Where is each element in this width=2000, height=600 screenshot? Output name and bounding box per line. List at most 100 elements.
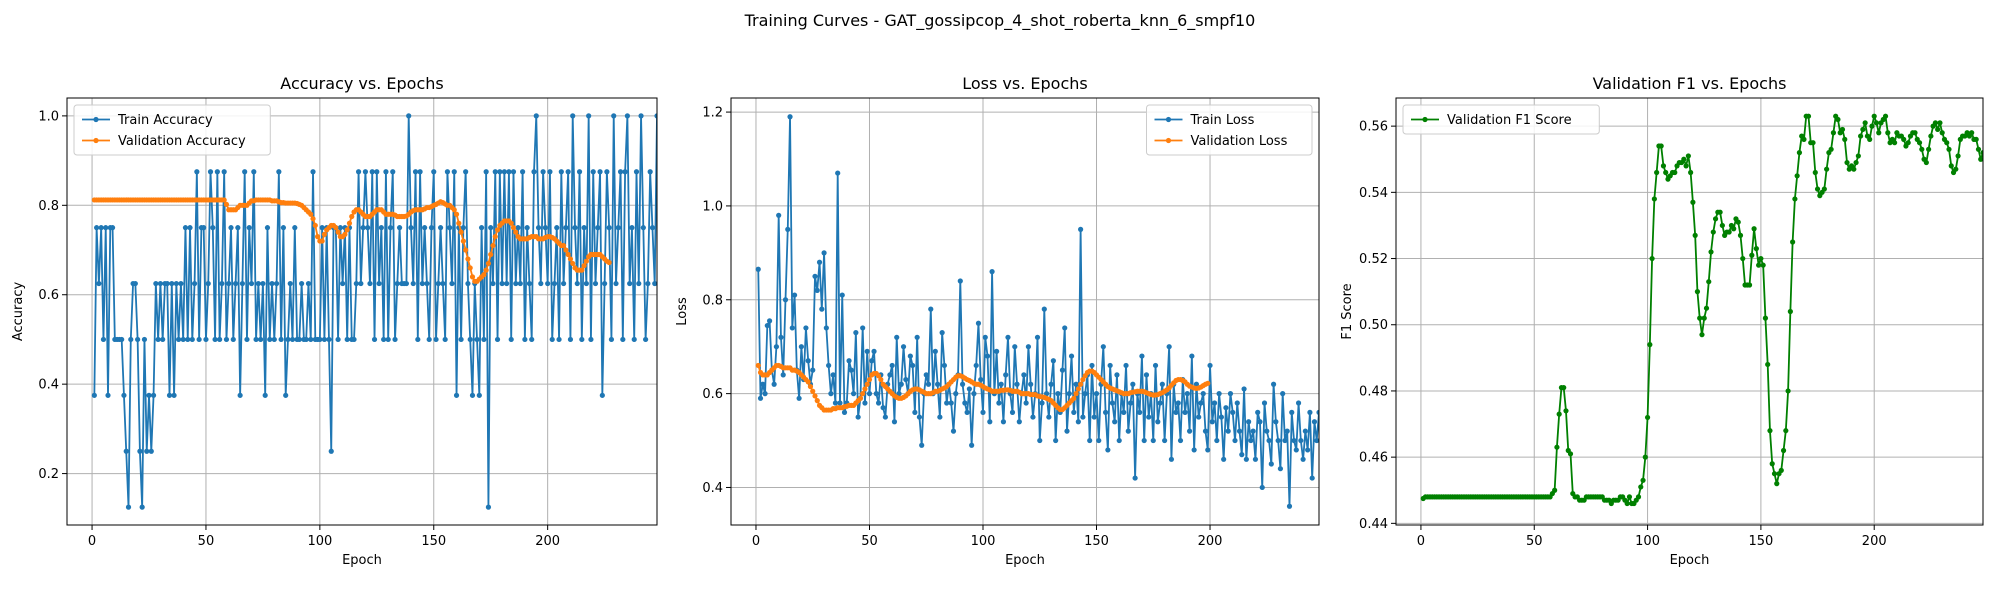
train-loss-point bbox=[1130, 381, 1136, 387]
validation-loss-point bbox=[755, 362, 761, 369]
validation-f1-score-point bbox=[1746, 282, 1753, 288]
train-loss-point bbox=[1282, 437, 1288, 444]
validation-f1-score-point bbox=[1638, 484, 1644, 490]
loss-ytick-label: 0.6 bbox=[702, 387, 723, 402]
train-loss-point bbox=[1121, 409, 1127, 415]
f1-legend-box bbox=[1402, 104, 1600, 135]
train-accuracy-point bbox=[510, 169, 517, 175]
train-accuracy-point bbox=[214, 169, 220, 175]
accuracy-xtick-label: 150 bbox=[421, 534, 446, 549]
train-accuracy-point bbox=[570, 113, 576, 119]
train-loss-point bbox=[1162, 437, 1168, 444]
train-accuracy-point bbox=[606, 225, 612, 231]
legend-swatch-marker bbox=[1165, 116, 1172, 123]
train-loss-point bbox=[1202, 428, 1209, 434]
validation-f1-score-point bbox=[1926, 146, 1932, 152]
train-accuracy-point bbox=[608, 336, 615, 343]
train-accuracy-point bbox=[269, 280, 275, 287]
validation-f1-score-point bbox=[1835, 116, 1841, 123]
train-loss-point bbox=[969, 442, 975, 448]
train-loss-point bbox=[816, 259, 823, 265]
validation-loss-point bbox=[1075, 386, 1081, 392]
validation-f1-score-point bbox=[1830, 130, 1837, 136]
train-accuracy-point bbox=[194, 169, 200, 175]
validation-loss-point bbox=[857, 395, 864, 401]
train-loss-point bbox=[923, 372, 929, 378]
train-accuracy-point bbox=[310, 169, 316, 175]
train-loss-point bbox=[1125, 428, 1131, 434]
validation-f1-score-point bbox=[1690, 199, 1696, 205]
train-loss-point bbox=[1230, 409, 1236, 415]
train-loss-point bbox=[819, 306, 825, 312]
validation-f1-score-point bbox=[1756, 262, 1762, 268]
train-accuracy-point bbox=[235, 225, 241, 231]
train-loss-point bbox=[1257, 419, 1263, 425]
train-accuracy-point bbox=[563, 225, 569, 231]
train-accuracy-point bbox=[451, 169, 457, 175]
train-loss-point bbox=[1255, 409, 1261, 415]
validation-f1-score-point bbox=[1787, 308, 1793, 315]
train-loss-point bbox=[1003, 372, 1009, 378]
validation-f1-score-point bbox=[1828, 146, 1834, 152]
f1-ytick-label: 0.48 bbox=[1359, 384, 1388, 399]
train-accuracy-point bbox=[638, 113, 644, 119]
validation-accuracy-point bbox=[492, 234, 498, 240]
train-loss-point bbox=[796, 395, 802, 401]
train-loss-point bbox=[1114, 372, 1120, 378]
train-accuracy-point bbox=[410, 280, 416, 287]
train-loss-point bbox=[1037, 437, 1043, 444]
train-loss-point bbox=[1055, 391, 1061, 397]
train-loss-point bbox=[762, 391, 768, 397]
validation-accuracy-point bbox=[349, 213, 355, 220]
train-loss-point bbox=[1309, 475, 1315, 481]
accuracy-ytick-label: 0.6 bbox=[38, 288, 59, 303]
validation-f1-score-point bbox=[1944, 140, 1950, 146]
train-accuracy-point bbox=[135, 336, 141, 343]
train-loss-point bbox=[912, 409, 918, 415]
train-accuracy-point bbox=[226, 280, 232, 287]
train-loss-point bbox=[1166, 344, 1172, 350]
validation-f1-score-point bbox=[1663, 169, 1669, 176]
train-accuracy-point bbox=[508, 336, 514, 343]
train-loss-point bbox=[1064, 428, 1070, 434]
validation-f1-score-point bbox=[1923, 159, 1929, 166]
validation-f1-score-point bbox=[1814, 186, 1821, 192]
train-loss-point bbox=[1116, 437, 1122, 444]
train-loss-point bbox=[1025, 344, 1032, 350]
train-accuracy-point bbox=[604, 169, 610, 175]
train-accuracy-point bbox=[185, 336, 191, 343]
validation-accuracy-point bbox=[344, 227, 350, 233]
train-accuracy-point bbox=[627, 280, 633, 287]
validation-f1-score-point bbox=[1706, 279, 1712, 285]
train-accuracy-point bbox=[148, 448, 154, 454]
validation-accuracy-point bbox=[335, 229, 341, 235]
validation-f1-score-point bbox=[1885, 130, 1891, 136]
validation-accuracy-point bbox=[221, 197, 227, 203]
train-loss-point bbox=[1053, 437, 1059, 444]
train-accuracy-point bbox=[501, 169, 507, 175]
validation-f1-score-point bbox=[1975, 146, 1982, 152]
train-accuracy-point bbox=[524, 225, 530, 231]
train-loss-point bbox=[1273, 419, 1279, 425]
train-accuracy-point bbox=[210, 225, 216, 231]
validation-f1-score-point bbox=[1567, 451, 1574, 457]
f1-ytick-label: 0.46 bbox=[1359, 451, 1388, 466]
train-loss-point bbox=[839, 292, 845, 298]
train-loss-point bbox=[941, 362, 948, 369]
train-loss-point bbox=[982, 334, 988, 340]
train-accuracy-point bbox=[244, 336, 250, 343]
train-loss-point bbox=[1043, 391, 1050, 397]
train-accuracy-point bbox=[355, 169, 362, 175]
train-accuracy-point bbox=[287, 280, 293, 287]
validation-f1-score-point bbox=[1719, 222, 1725, 229]
loss-axes-frame bbox=[730, 97, 1320, 526]
train-accuracy-point bbox=[551, 280, 558, 287]
train-accuracy-point bbox=[481, 336, 487, 343]
train-accuracy-point bbox=[205, 280, 211, 287]
train-loss-point bbox=[1298, 437, 1304, 444]
train-loss-point bbox=[1266, 437, 1272, 444]
validation-f1-score-point bbox=[1980, 150, 1983, 156]
validation-f1-score-point bbox=[1626, 494, 1633, 500]
train-accuracy-point bbox=[340, 280, 346, 287]
loss-ytick-label: 0.4 bbox=[702, 481, 723, 496]
